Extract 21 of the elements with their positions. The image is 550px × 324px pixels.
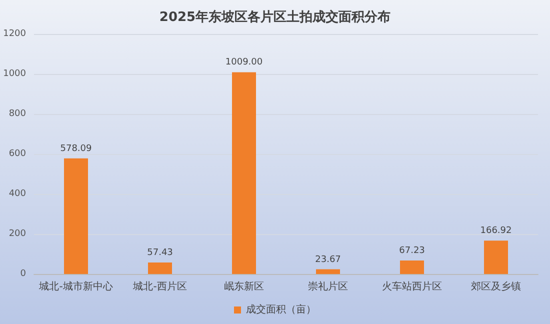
y-tick-label: 600 [8,149,26,159]
y-tick-label: 800 [8,109,26,119]
y-tick-label: 1200 [3,29,26,39]
data-label: 166.92 [480,226,512,236]
x-tick-label: 火车站西片区 [382,280,442,292]
data-label: 23.67 [315,254,341,265]
x-tick-label: 岷东新区 [224,280,264,292]
y-tick-label: 400 [8,189,26,199]
data-label: 67.23 [399,246,425,256]
y-tick-label: 0 [20,269,26,279]
legend-label: 成交面积（亩） [246,304,316,316]
y-tick-label: 200 [8,229,26,239]
chart-title: 2025年东坡区各片区土拍成交面积分布 [159,9,391,25]
data-label: 578.09 [60,144,92,154]
data-label: 1009.00 [225,58,263,68]
x-tick-label: 城北-城市新中心 [38,280,113,292]
x-tick-label: 郊区及乡镇 [471,280,521,292]
x-tick-label: 崇礼片区 [308,280,348,292]
y-tick-label: 1000 [3,69,26,79]
x-tick-label: 城北-西片区 [132,280,187,292]
data-label: 57.43 [147,248,173,258]
